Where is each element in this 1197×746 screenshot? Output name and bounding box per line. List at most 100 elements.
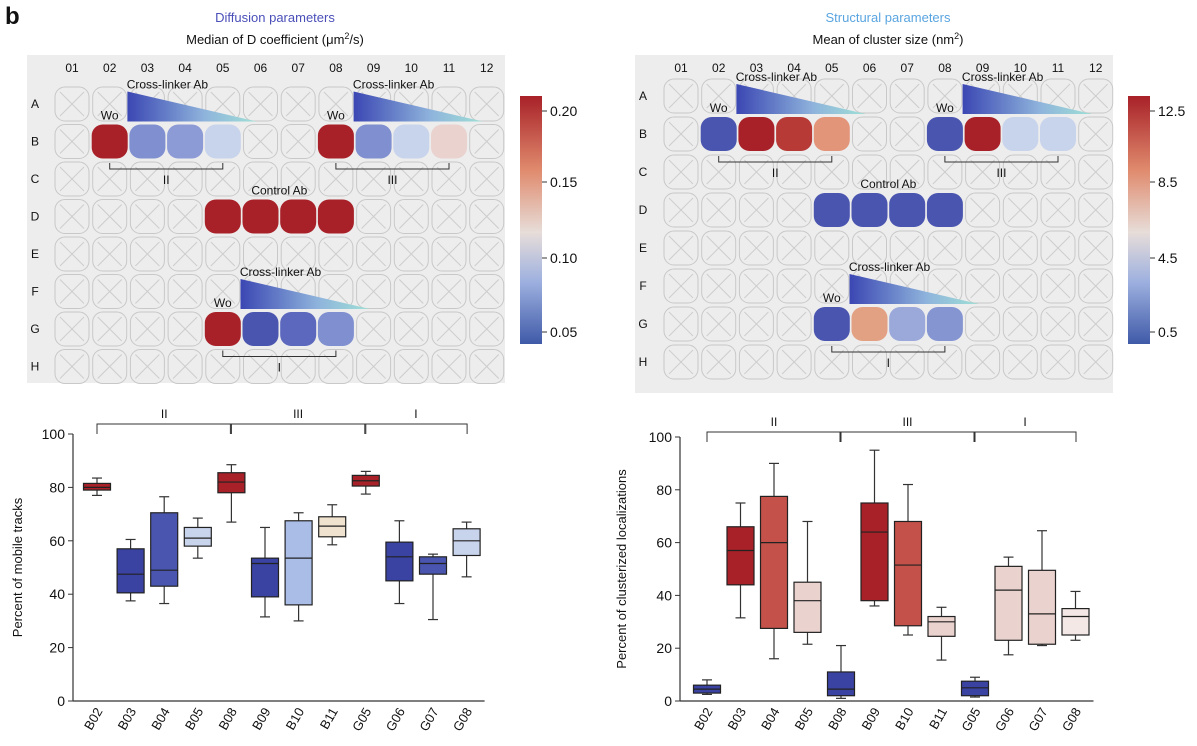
well-cross [970,273,995,299]
x-tick-label: B08 [825,705,850,733]
well-empty [1040,306,1076,342]
well-outline [318,86,354,122]
well-cross [210,166,236,192]
well-cross [706,349,732,375]
well-outline [663,268,699,304]
well-filled [431,124,467,159]
box-G07: G07 [416,553,448,734]
well-cross [285,129,311,154]
well-empty [205,349,241,384]
well-outline [167,274,203,309]
well-cross [932,273,958,299]
well-cross [285,91,311,117]
colorbar-tick-label: 4.5 [1158,250,1178,266]
x-tick-label: B11 [317,705,341,732]
well-cross [1007,159,1033,185]
colorbar-tick-label: 8.5 [1158,174,1178,190]
well-outline [663,344,699,380]
well-filled [204,124,241,159]
well-empty [738,268,774,304]
well-outline [663,230,699,266]
well-outline [393,161,429,197]
well-outline [852,116,887,152]
well-outline [814,154,850,190]
well-outline [776,230,812,266]
well-filled [926,117,963,151]
box-iqr [860,502,889,602]
box-B10: B10 [283,512,313,733]
well-cross [932,159,958,185]
well-empty [280,161,316,197]
well-cross [436,316,462,342]
well-outline [1002,154,1038,190]
well-empty [1002,192,1038,228]
x-tick-label: B10 [283,705,308,733]
well-outline [889,116,925,152]
well-outline [469,124,505,159]
well-outline [356,349,392,384]
well-empty [469,199,505,234]
well-cross [932,83,958,109]
well-empty [927,78,963,114]
well-outline [889,78,925,114]
row-label: C [31,172,40,186]
well-cross [706,235,732,261]
well-outline [243,161,278,197]
group-label: I [414,407,417,421]
group-label: III [902,415,912,429]
colorbar-tick-label: 0.20 [550,103,577,119]
well-outline [167,311,203,347]
well-empty [356,236,392,272]
well-empty [129,236,165,272]
well-cross [474,241,500,267]
x-tick-label: G05 [349,705,374,734]
cross-linker-label: Cross-linker Ab [127,78,209,92]
well-empty [738,344,774,380]
well-cross [668,349,694,375]
well-outline [469,236,505,272]
well-outline [1040,192,1076,228]
box-B11: B11 [926,606,956,732]
group-bracket [229,423,367,434]
well-outline [431,274,467,309]
well-outline [280,124,316,159]
well-outline [927,344,963,380]
x-tick-label: G06 [992,705,1017,734]
well-empty [318,161,354,197]
well-outline [1078,306,1114,342]
well-outline [54,199,90,234]
y-tick-label: 40 [49,586,65,602]
well-empty [1040,154,1076,190]
box-iqr [893,520,923,627]
box-B04: B04 [148,496,179,733]
box-iqr [418,556,448,575]
well-filled [317,124,354,159]
well-outline [431,236,467,272]
well-empty [1040,78,1076,114]
box-iqr [183,526,212,547]
well-empty [663,344,699,380]
well-empty [701,230,737,266]
well-cross [857,235,882,261]
well-empty [1002,230,1038,266]
well-filled [317,199,354,234]
well-outline [92,311,128,347]
colorbar [1128,96,1150,344]
well-cross [744,197,769,223]
group-label: II [161,407,168,421]
well-empty [1078,192,1114,228]
group-bracket [706,431,842,442]
well-outline [280,86,316,122]
cross-linker-wedge [849,274,979,304]
box-iqr [793,581,822,633]
well-cross [59,354,85,379]
well-outline [776,306,812,342]
well-cross [1007,235,1033,261]
title-end: ) [959,32,963,47]
well-outline [92,161,128,197]
well-outline [129,236,165,272]
well-cross [744,311,769,337]
well-cross [668,159,694,185]
well-empty [889,344,925,380]
box-B03: B03 [725,502,755,733]
